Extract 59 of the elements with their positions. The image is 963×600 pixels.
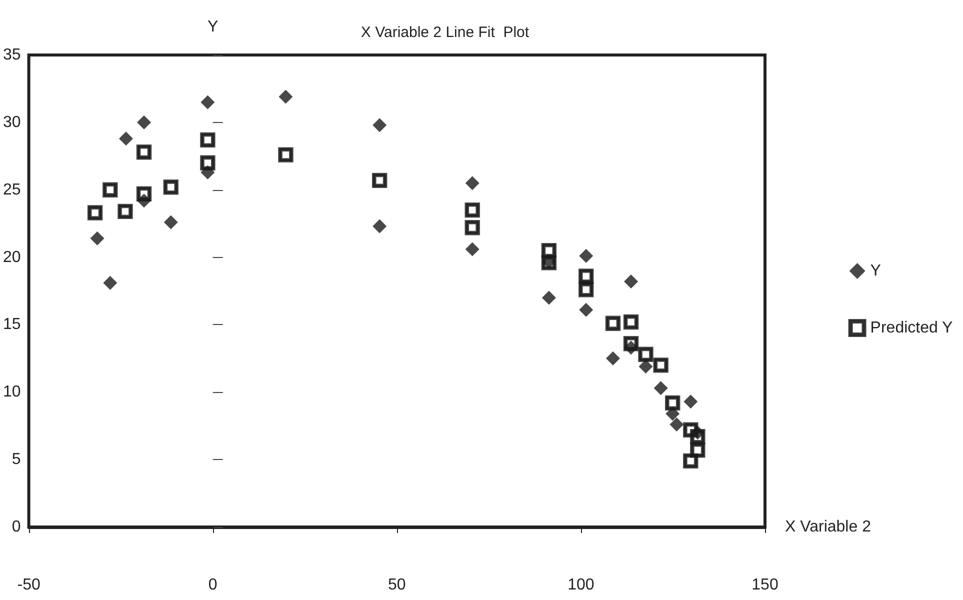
- y-tick-label: 30: [3, 114, 21, 131]
- x-tick-label: 0: [208, 576, 218, 594]
- point: [683, 453, 698, 469]
- point: [638, 346, 654, 362]
- point: [684, 394, 698, 409]
- point: [200, 95, 215, 110]
- x-axis-title: X Variable 2: [785, 518, 872, 536]
- point: [579, 302, 594, 317]
- point: [136, 144, 152, 160]
- point: [542, 290, 556, 305]
- point: [137, 115, 152, 130]
- point: [624, 340, 638, 355]
- point: [623, 314, 639, 330]
- point: [102, 182, 118, 198]
- point: [579, 248, 594, 263]
- y-tick-label: 25: [3, 181, 21, 198]
- point: [278, 90, 293, 104]
- point: [624, 274, 638, 289]
- point: [465, 176, 480, 190]
- point: [200, 165, 215, 180]
- point: [605, 316, 621, 331]
- point: [118, 204, 133, 220]
- point: [690, 426, 705, 440]
- x-tick-label: 100: [568, 576, 594, 594]
- point: [90, 231, 104, 246]
- point: [578, 282, 594, 298]
- point: [638, 360, 653, 374]
- point: [118, 132, 133, 146]
- chart-title: X Variable 2 Line Fit Plot: [360, 24, 530, 41]
- point: [200, 132, 216, 148]
- point: [163, 180, 178, 195]
- legend-label: Predicted Y: [870, 320, 954, 336]
- y-tick-label: 0: [12, 518, 21, 536]
- y-tick-label: 10: [3, 384, 21, 401]
- point: [372, 172, 388, 188]
- point: [666, 406, 680, 421]
- point: [606, 351, 620, 366]
- point: [137, 194, 152, 208]
- point: [654, 381, 668, 396]
- point: [278, 147, 294, 162]
- point: [465, 242, 480, 256]
- point: [464, 220, 480, 236]
- x-tick-label: 50: [388, 576, 406, 594]
- y-tick-label: 35: [3, 46, 21, 64]
- point: [372, 118, 387, 132]
- y-tick-label: 5: [12, 451, 21, 468]
- y-tick-label: 15: [3, 316, 21, 334]
- point: [87, 205, 103, 220]
- y-axis-title: Y: [208, 18, 219, 36]
- legend-label: Y: [870, 262, 882, 280]
- point: [464, 202, 480, 218]
- x-tick-label: 150: [752, 576, 778, 594]
- x-tick-label: -50: [17, 576, 40, 594]
- point: [372, 219, 387, 234]
- point: [164, 215, 178, 230]
- point: [670, 418, 684, 432]
- point: [103, 276, 118, 290]
- point: [653, 358, 668, 373]
- y-tick-label: 20: [3, 248, 21, 266]
